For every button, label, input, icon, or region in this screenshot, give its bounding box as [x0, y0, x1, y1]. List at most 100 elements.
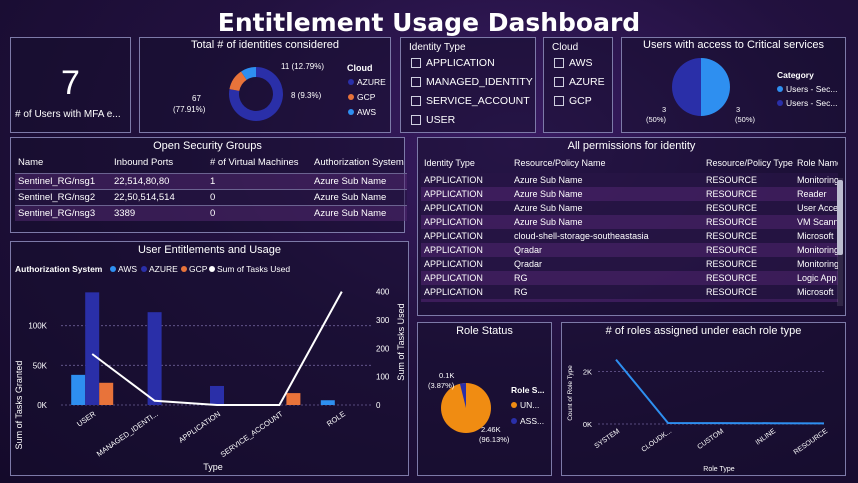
- table-row[interactable]: APPLICATION Azure Sub Name RESOURCE Reader: [421, 187, 838, 201]
- column-header[interactable]: Role Name: [797, 157, 838, 168]
- table-cell: VM Scanner: [794, 215, 838, 229]
- identity-option-service-account[interactable]: SERVICE_ACCOUNT: [411, 95, 530, 107]
- table-row[interactable]: APPLICATION Azure Sub Name RESOURCE VM Scan…: [421, 215, 838, 229]
- legend-tasks-used[interactable]: Sum of Tasks Used: [217, 264, 290, 274]
- donut-slice-aws[interactable]: [241, 67, 256, 80]
- bar-azure[interactable]: [147, 312, 162, 405]
- bar-azure[interactable]: [210, 385, 224, 405]
- table-row[interactable]: APPLICATION Qradar RESOURCE Monitoring: [421, 243, 838, 257]
- column-header[interactable]: Inbound Ports: [114, 157, 174, 169]
- critical-services-title: Users with access to Critical services: [643, 39, 824, 51]
- donut-slice-azure[interactable]: [229, 67, 283, 121]
- table-cell: Reader: [794, 187, 838, 201]
- bar-gcp[interactable]: [286, 393, 301, 405]
- checkbox[interactable]: [554, 77, 564, 87]
- legend-azure[interactable]: AZURE: [149, 264, 178, 274]
- roles-series-line[interactable]: [615, 358, 825, 425]
- identity-option-application[interactable]: APPLICATION: [411, 57, 495, 69]
- donut-slice-gcp[interactable]: [229, 71, 247, 91]
- critical-legend-item-2[interactable]: Users - Sec...: [786, 98, 837, 108]
- bar-aws[interactable]: [71, 374, 86, 405]
- table-cell: Azure Sub Name: [511, 173, 703, 187]
- legend-azure-dot: [141, 266, 147, 272]
- table-row[interactable]: APPLICATION cloud-shell-storage-southeast…: [421, 229, 838, 243]
- permissions-scrollbar[interactable]: [837, 178, 843, 306]
- donut-legend-title: Cloud: [347, 63, 373, 73]
- critical-legend-dot-1: [777, 86, 783, 92]
- table-cell: RESOURCE: [703, 173, 794, 187]
- column-header[interactable]: Name: [18, 157, 44, 169]
- legend-aws[interactable]: AWS: [118, 264, 137, 274]
- mfa-kpi-card: 7 # of Users with MFA e...: [10, 37, 131, 133]
- x-tick-label: CUSTOM: [696, 428, 725, 451]
- table-row[interactable]: APPLICATION Azure Sub Name RESOURCE Monitor…: [421, 173, 838, 187]
- checkbox[interactable]: [411, 115, 421, 125]
- entitlements-y-axis-label: Sum of Tasks Granted: [14, 361, 24, 450]
- checkbox[interactable]: [411, 96, 421, 106]
- role-status-title: Role Status: [456, 325, 513, 337]
- table-cell: Azure Sub Name: [511, 201, 703, 215]
- column-header[interactable]: Authorization System: [314, 157, 404, 169]
- role-status-legend-title: Role S...: [511, 385, 545, 395]
- bar-aws[interactable]: [320, 400, 335, 405]
- role-status-slice-assigned[interactable]: [459, 383, 466, 408]
- critical-legend-item-1[interactable]: Users - Sec...: [786, 84, 837, 94]
- y2-tick-label: 200: [376, 344, 390, 353]
- x-tick-label: APPLICATION: [177, 409, 222, 445]
- table-row[interactable]: APPLICATION RG RESOURCE Microsoft: [421, 285, 838, 299]
- critical-pie-slice-left[interactable]: [672, 58, 701, 116]
- checkbox[interactable]: [411, 77, 421, 87]
- role-status-card: Role Status 0.1K (3.87%) 2.46K (96.13%) …: [417, 322, 552, 476]
- option-label: APPLICATION: [426, 57, 495, 69]
- column-header[interactable]: Identity Type: [424, 157, 475, 168]
- role-status-legend-item-2[interactable]: ASS...: [520, 416, 544, 426]
- checkbox[interactable]: [554, 96, 564, 106]
- entitlements-chart: Authorization System AWS AZURE GCP Sum o…: [14, 264, 406, 472]
- identities-donut-card: Total # of identities considered 11 (12.…: [139, 37, 391, 133]
- identity-option-managed-identity[interactable]: MANAGED_IDENTITY: [411, 76, 533, 88]
- donut-legend-gcp[interactable]: GCP: [357, 92, 376, 102]
- table-cell: Sentinel_RG/nsg1: [15, 172, 111, 189]
- role-status-chart: 0.1K (3.87%) 2.46K (96.13%) Role S... UN…: [428, 371, 545, 444]
- legend-gcp-dot: [181, 266, 187, 272]
- cloud-option-azure[interactable]: AZURE: [554, 76, 605, 88]
- column-header[interactable]: Resource/Policy Name: [514, 157, 606, 168]
- legend-gcp[interactable]: GCP: [189, 264, 208, 274]
- donut-legend-azure[interactable]: AZURE: [357, 77, 386, 87]
- role-status-legend-item-1[interactable]: UN...: [520, 400, 539, 410]
- checkbox[interactable]: [411, 58, 421, 68]
- cloud-option-gcp[interactable]: GCP: [554, 95, 592, 107]
- critical-pie-slice-right[interactable]: [701, 58, 730, 116]
- bar-gcp[interactable]: [99, 382, 114, 405]
- table-row[interactable]: Sentinel_RG/nsg1 22,514,80,80 1 Azure Su…: [15, 172, 407, 189]
- role-status-label-big-value: 2.46K: [481, 425, 501, 434]
- table-row[interactable]: Sentinel_RG/nsg3 3389 0 Azure Sub Name: [15, 204, 407, 221]
- column-header[interactable]: # of Virtual Machines: [210, 157, 299, 169]
- identity-option-user[interactable]: USER: [411, 114, 455, 126]
- checkbox[interactable]: [554, 58, 564, 68]
- permissions-table-wrapper[interactable]: Identity Type Resource/Policy Name Resou…: [421, 152, 838, 302]
- table-cell: Monitoring: [794, 257, 838, 271]
- table-cell: User Access: [794, 201, 838, 215]
- column-header[interactable]: Resource/Policy Type: [706, 157, 793, 168]
- table-row[interactable]: APPLICATIONRGRESOURCEMonitoring: [421, 299, 838, 302]
- kpi-value: 7: [61, 64, 80, 102]
- table-cell: RESOURCE: [703, 285, 794, 299]
- table-row[interactable]: APPLICATION Qradar RESOURCE Monitoring: [421, 257, 838, 271]
- table-cell: RESOURCE: [703, 215, 794, 229]
- table-row[interactable]: APPLICATION RG RESOURCE Logic App: [421, 271, 838, 285]
- table-cell: Azure Sub Name: [511, 187, 703, 201]
- bar-azure[interactable]: [85, 292, 100, 405]
- option-label: GCP: [569, 95, 592, 107]
- donut-legend-aws[interactable]: AWS: [357, 107, 376, 117]
- scrollbar-thumb[interactable]: [837, 180, 843, 255]
- legend-tasks-used-dot: [209, 266, 215, 272]
- table-cell: RG: [511, 299, 703, 302]
- critical-label-right-pct: (50%): [735, 115, 756, 124]
- cloud-slicer-title: Cloud: [552, 42, 579, 53]
- role-status-label-small-value: 0.1K: [439, 371, 454, 380]
- table-row[interactable]: APPLICATION Azure Sub Name RESOURCE User Ac…: [421, 201, 838, 215]
- table-row[interactable]: Sentinel_RG/nsg2 22,50,514,514 0 Azure S…: [15, 188, 407, 205]
- cloud-option-aws[interactable]: AWS: [554, 57, 593, 69]
- tasks-used-line[interactable]: [91, 291, 343, 406]
